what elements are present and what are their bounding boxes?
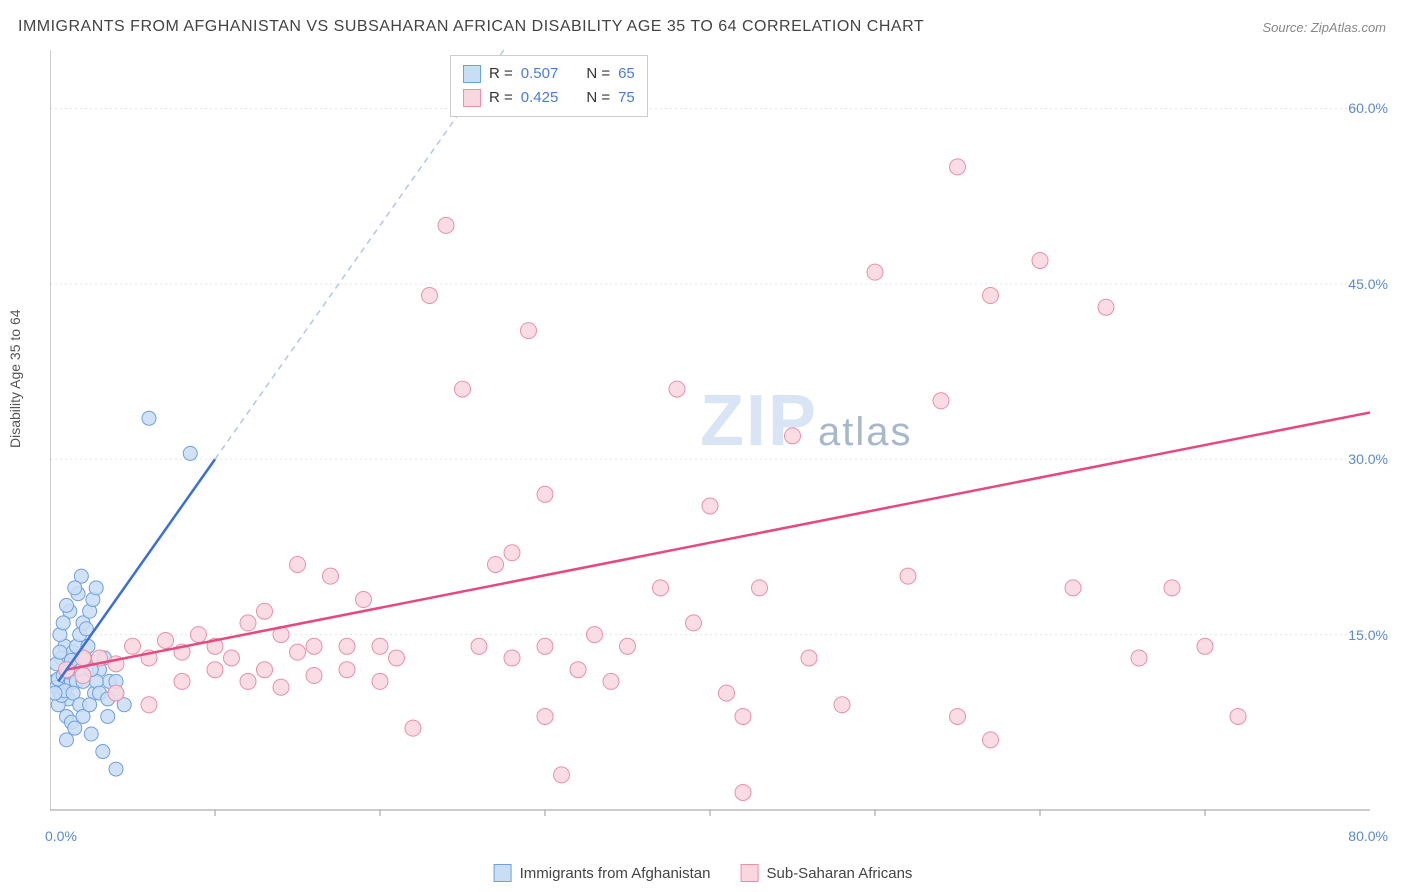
r-label: R = — [489, 62, 513, 86]
legend-swatch-icon — [494, 864, 512, 882]
y-tick-label: 30.0% — [1348, 451, 1388, 467]
r-value-subsaharan: 0.425 — [521, 86, 559, 110]
x-tick-label: 80.0% — [1348, 828, 1388, 844]
chart-container: IMMIGRANTS FROM AFGHANISTAN VS SUBSAHARA… — [0, 0, 1406, 892]
n-label: N = — [586, 62, 610, 86]
y-tick-label: 45.0% — [1348, 276, 1388, 292]
chart-title: IMMIGRANTS FROM AFGHANISTAN VS SUBSAHARA… — [18, 18, 924, 36]
correlation-legend: R = 0.507 N = 65 R = 0.425 N = 75 — [450, 55, 648, 117]
r-value-afghanistan: 0.507 — [521, 62, 559, 86]
legend-row-subsaharan: R = 0.425 N = 75 — [463, 86, 635, 110]
y-tick-label: 15.0% — [1348, 627, 1388, 643]
legend-item-subsaharan: Sub-Saharan Africans — [741, 864, 913, 882]
legend-label: Sub-Saharan Africans — [767, 865, 913, 882]
n-value-afghanistan: 65 — [618, 62, 635, 86]
legend-swatch-subsaharan — [463, 89, 481, 107]
n-label: N = — [586, 86, 610, 110]
legend-label: Immigrants from Afghanistan — [520, 865, 711, 882]
legend-item-afghanistan: Immigrants from Afghanistan — [494, 864, 711, 882]
source-attribution: Source: ZipAtlas.com — [1262, 20, 1386, 35]
x-tick-label: 0.0% — [45, 828, 77, 844]
n-value-subsaharan: 75 — [618, 86, 635, 110]
scatter-chart — [50, 50, 1370, 830]
legend-swatch-afghanistan — [463, 65, 481, 83]
y-tick-label: 60.0% — [1348, 100, 1388, 116]
r-label: R = — [489, 86, 513, 110]
legend-row-afghanistan: R = 0.507 N = 65 — [463, 62, 635, 86]
series-legend: Immigrants from Afghanistan Sub-Saharan … — [494, 864, 913, 882]
y-axis-label: Disability Age 35 to 64 — [7, 309, 23, 448]
legend-swatch-icon — [741, 864, 759, 882]
